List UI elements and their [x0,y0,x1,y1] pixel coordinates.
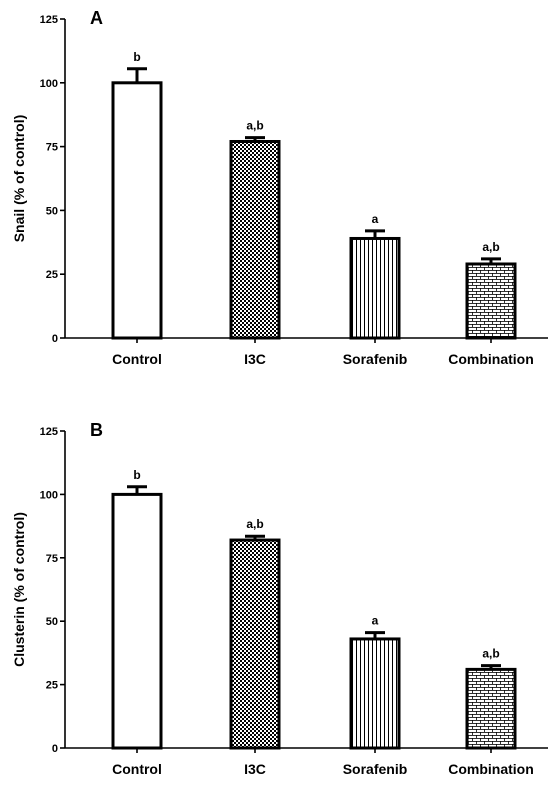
y-tick-label: 75 [46,553,58,565]
bar-combination [465,262,517,340]
y-tick-label: 50 [46,616,58,628]
significance-label: b [133,468,140,482]
bar-sorafenib [349,637,401,750]
y-tick-label: 125 [40,426,58,438]
y-tick-label: 50 [46,205,58,217]
significance-label: a [372,212,379,226]
bar-control [111,492,163,750]
bar-sorafenib [349,236,401,340]
y-tick-label: 0 [52,743,58,755]
x-tick-label: Sorafenib [343,351,408,367]
bar-i3c [229,538,281,750]
bar-i3c [229,139,281,340]
significance-label: a,b [246,119,263,133]
x-tick-label: Sorafenib [343,761,408,777]
bar-combination [465,667,517,750]
x-tick-label: Combination [448,761,534,777]
panel-label: B [90,420,103,440]
y-tick-label: 100 [40,489,58,501]
y-tick-label: 25 [46,269,58,281]
significance-label: a,b [482,240,499,254]
y-tick-label: 25 [46,680,58,692]
x-tick-label: Control [112,761,162,777]
panel-label: A [90,8,103,28]
significance-label: a [372,614,379,628]
chart-panel-a: A 0 25 50 75 100 125 Snail (% of control) b Contr… [11,8,548,367]
significance-label: a,b [482,647,499,661]
y-tick-label: 75 [46,142,58,154]
y-tick-label: 0 [52,333,58,345]
chart-panel-b: B 0 25 50 75 100 125 Clusterin (% of control) b C… [11,420,548,777]
y-axis-title: Snail (% of control) [11,115,27,243]
significance-label: a,b [246,517,263,531]
x-tick-label: Control [112,351,162,367]
significance-label: b [133,50,140,64]
x-tick-label: I3C [244,761,266,777]
bar-control [111,81,163,340]
y-tick-label: 125 [40,14,58,26]
y-axis-title: Clusterin (% of control) [11,512,27,667]
y-tick-label: 100 [40,78,58,90]
x-tick-label: I3C [244,351,266,367]
x-tick-label: Combination [448,351,534,367]
